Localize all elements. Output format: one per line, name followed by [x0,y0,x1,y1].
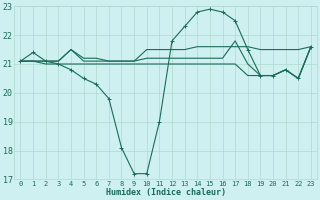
X-axis label: Humidex (Indice chaleur): Humidex (Indice chaleur) [106,188,226,197]
